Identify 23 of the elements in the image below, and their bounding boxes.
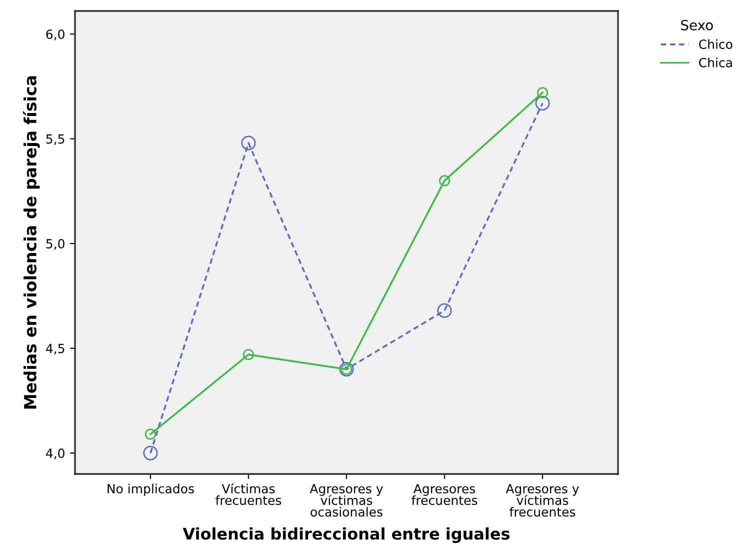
y-tick-label: 4,5 xyxy=(46,344,64,354)
x-tick-label: Víctimas frecuentes xyxy=(216,483,282,506)
y-tick-label: 6,0 xyxy=(46,30,64,40)
point xyxy=(535,96,550,110)
point xyxy=(242,349,254,360)
y-axis-title: Medias en violencia de pareja física xyxy=(22,76,40,409)
x-tick-label: Agresores y víctimas ocasionales xyxy=(310,484,383,517)
point xyxy=(536,87,548,98)
legend-label: Chico xyxy=(699,39,732,49)
x-tick-label: Agresores y víctimas frecuentes xyxy=(506,484,579,517)
x-axis-title: Violencia bidireccional entre iguales xyxy=(182,527,510,543)
point xyxy=(241,136,256,150)
point xyxy=(438,175,450,186)
point xyxy=(143,446,158,460)
y-tick-label: 4,0 xyxy=(46,448,64,460)
point xyxy=(144,428,156,440)
point xyxy=(437,303,452,318)
x-tick-label: No implicados xyxy=(108,484,194,496)
y-tick-label: 5,0 xyxy=(46,239,64,250)
legend-label: Chica xyxy=(699,58,732,68)
x-tick-label: Agresores frecuentes xyxy=(412,484,478,506)
y-tick-label: 5,5 xyxy=(46,134,64,145)
legend-title: Sexo xyxy=(681,20,713,30)
